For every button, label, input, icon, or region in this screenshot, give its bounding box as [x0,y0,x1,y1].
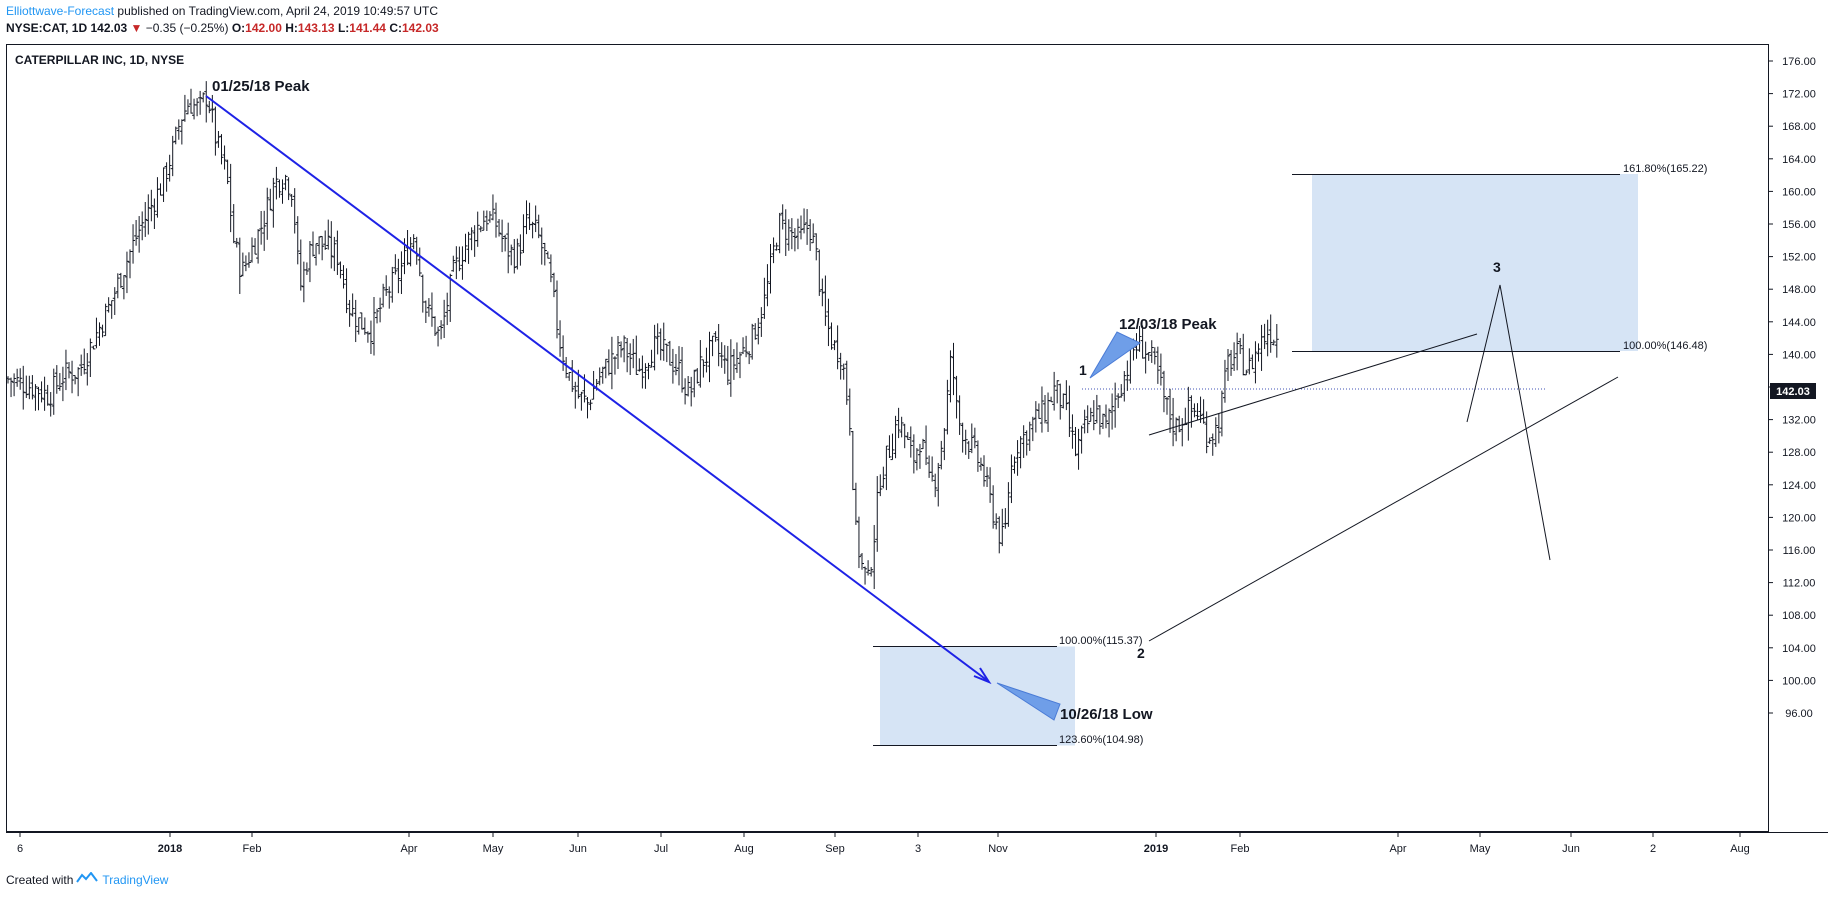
price-tick-label: 176.00 [1782,56,1816,68]
chart-title: CATERPILLAR INC, 1D, NYSE [15,53,184,67]
lower-box-top-label: 100.00%(115.37) [1059,635,1143,647]
price-tick-label: 124.00 [1782,480,1816,492]
peak-triangle-marker [1089,331,1141,379]
low-triangle-marker [996,682,1061,721]
price-tick-label: 140.00 [1782,349,1816,361]
upper-target-box [1312,174,1638,351]
ohlc-legend: NYSE:CAT, 1D 142.03 ▼ −0.35 (−0.25%) O:1… [6,21,439,35]
time-tick-label: Feb [1231,843,1250,855]
published-text: published on TradingView.com, April 24, … [117,4,439,18]
price-tick-label: 132.00 [1782,415,1816,427]
time-axis[interactable]: 6 2018 Feb Apr May Jun Jul Aug Sep 3 Nov 2019 Feb Apr… [17,832,1750,855]
last-price-tag [1770,383,1816,399]
price-tick-label: 152.00 [1782,252,1816,264]
upper-box-top-label: 161.80%(165.22) [1623,163,1707,175]
price-tick-label: 100.00 [1782,675,1816,687]
time-tick-label: May [1470,843,1491,855]
high-value: 143.13 [297,21,335,35]
time-tick-label: 2018 [158,843,182,855]
close-value: 142.03 [401,21,439,35]
channel-lower-line [1148,376,1619,642]
tradingview-link[interactable]: TradingView [102,872,169,887]
time-tick-label: Aug [734,843,754,855]
upper-box-bottom-label: 100.00%(146.48) [1623,340,1707,352]
price-tick-label: 112.00 [1783,578,1816,590]
time-tick-label: Aug [1730,843,1750,855]
price-axis[interactable]: 176.00 172.00 168.00 164.00 160.00 156.00 152.… [1769,56,1816,720]
low-value: 141.44 [349,21,386,35]
time-tick-label: May [483,843,504,855]
projected-path [1466,284,1551,561]
footer: Created with TradingView [6,871,169,887]
lower-box-bottom-label: 123.60%(104.98) [1059,734,1143,746]
price-tick-label: 156.00 [1782,219,1816,231]
time-tick-label: Jun [569,843,587,855]
time-tick-label: Sep [825,843,845,855]
down-trend-line [205,95,989,682]
change-value: −0.35 (−0.25%) [145,21,229,35]
open-label: O: [231,21,246,35]
price-tick-label: 160.00 [1782,186,1816,198]
low-label: L: [337,21,350,35]
price-tick-label: 148.00 [1782,284,1816,296]
close-label: C: [389,21,402,35]
created-with-text: Created with [6,872,74,887]
price-tick-label: 120.00 [1782,512,1816,524]
wave-3-label: 3 [1493,259,1501,275]
peak-label: 01/25/18 Peak [212,78,310,95]
low-label: 10/26/18 Low [1060,706,1153,723]
author-link[interactable]: Elliottwave-Forecast [6,4,115,18]
price-tick-label: 116.00 [1783,545,1816,557]
high-label: H: [285,21,298,35]
price-tick-label: 144.00 [1782,317,1816,329]
time-tick-label: 3 [915,843,921,855]
price-tick-label: 172.00 [1782,89,1816,101]
lower-target-box [880,646,1075,746]
trend-arrow-head [973,667,992,685]
price-tick-label: 168.00 [1782,121,1816,133]
last-price-tag-text: 142.03 [1776,386,1810,398]
wave-1-label: 1 [1079,362,1087,378]
time-tick-label: Jun [1562,843,1580,855]
price-tick-label: 104.00 [1782,643,1816,655]
time-tick-label: 2019 [1144,843,1168,855]
price-tick-label: 164.00 [1782,154,1816,166]
price-tick-label: 108.00 [1782,610,1816,622]
publish-info: Elliottwave-Forecast published on Tradin… [6,4,438,18]
time-tick-label: Apr [400,843,417,855]
price-tick-label: 96.00 [1785,708,1813,720]
peak2-label: 12/03/18 Peak [1119,316,1217,333]
wave-2-label: 2 [1137,645,1145,661]
time-tick-label: Apr [1389,843,1406,855]
symbol-label: NYSE:CAT, 1D [6,21,88,35]
time-tick-label: Feb [243,843,262,855]
time-tick-label: Jul [654,843,668,855]
last-price: 142.03 [90,21,128,35]
ohlc-bars [6,81,1279,590]
tradingview-logo-icon [76,871,99,887]
price-tick-label: 128.00 [1782,447,1816,459]
down-arrow-icon: ▼ [130,21,143,35]
time-tick-label: 6 [17,843,23,855]
open-value: 142.00 [245,21,282,35]
channel-upper-line [1148,333,1478,436]
time-tick-label: 2 [1650,843,1656,855]
time-tick-label: Nov [988,843,1008,855]
